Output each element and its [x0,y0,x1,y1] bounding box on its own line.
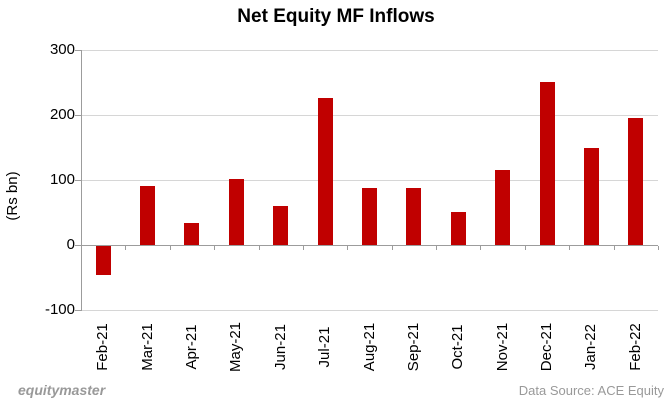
x-tick-label: Jun-21 [271,324,289,370]
y-tick-label: -100 [44,301,75,318]
x-tick-mark [613,246,615,250]
x-tick-mark [569,246,571,250]
x-tick-label: Mar-21 [138,323,156,371]
data-source-caption: Data Source: ACE Equity [518,383,664,398]
gridline--100 [81,310,658,311]
x-tick-mark [347,246,349,250]
y-tick-label: 300 [49,41,75,58]
x-tick-label: Apr-21 [182,324,200,370]
y-axis-line [81,50,82,311]
x-tick-mark [81,246,82,250]
bar-may-21 [228,179,244,245]
x-tick-mark [524,246,526,250]
bar-mar-21 [140,185,156,245]
x-tick-label: Sep-21 [404,322,422,372]
x-tick-label: Jul-21 [316,326,334,368]
x-tick-label: Jan-22 [582,324,600,370]
y-tick-mark [75,245,81,246]
bar-nov-21 [495,170,511,245]
x-tick-label: Nov-21 [493,322,511,372]
x-axis-line [81,245,658,246]
x-tick-mark [125,246,127,250]
gridline-200 [81,115,658,116]
y-axis-title: (Rs bn) [4,171,21,221]
bar-sep-21 [406,188,422,245]
x-tick-label: Feb-22 [626,323,644,371]
y-tick-label: 100 [49,171,75,188]
gridline-100 [81,180,658,181]
gridline-300 [81,50,658,51]
bar-oct-21 [450,211,466,245]
bar-jun-21 [273,206,289,245]
y-tick-label: 200 [49,106,75,123]
x-tick-mark [391,246,393,250]
bar-jan-22 [583,147,599,245]
brand-logo-text: equitymaster [18,382,106,398]
x-tick-mark [169,246,171,250]
bar-jul-21 [317,98,333,245]
bar-feb-21 [95,246,111,276]
bar-apr-21 [184,222,200,245]
y-tick-mark [75,180,81,181]
y-tick-mark [75,50,81,51]
bar-dec-21 [539,81,555,245]
y-tick-label: 0 [66,236,75,253]
x-tick-mark [480,246,482,250]
x-tick-label: Feb-21 [94,323,112,371]
x-tick-mark [214,246,216,250]
bar-aug-21 [362,188,377,245]
x-tick-label: May-21 [227,321,245,373]
y-tick-mark [75,115,81,116]
x-tick-mark [658,246,659,250]
chart-title: Net Equity MF Inflows [237,6,435,27]
x-tick-label: Oct-21 [449,324,467,370]
x-tick-mark [258,246,260,250]
y-tick-mark [75,310,81,311]
x-tick-label: Dec-21 [538,322,556,372]
x-tick-label: Aug-21 [360,322,378,372]
x-tick-mark [302,246,304,250]
bar-feb-22 [628,118,644,245]
x-tick-mark [436,246,438,250]
